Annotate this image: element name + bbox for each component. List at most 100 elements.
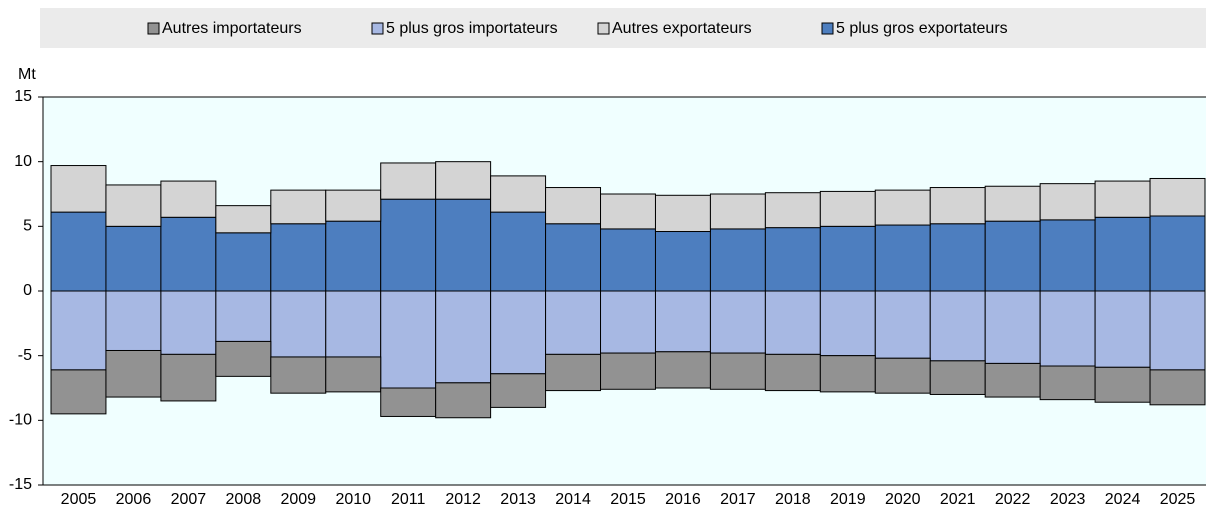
legend-swatch	[147, 22, 160, 35]
bar-segment	[490, 290, 547, 375]
x-tick-label: 2008	[226, 491, 262, 508]
bar-segment	[215, 290, 272, 342]
bar-segment	[270, 356, 327, 394]
bar-segment	[325, 220, 382, 292]
y-tick-label: 10	[14, 153, 32, 170]
bar-segment	[929, 360, 986, 395]
bar-segment	[270, 290, 327, 358]
bar-segment	[50, 369, 107, 415]
bar-segment	[1039, 183, 1096, 221]
y-unit: Mt	[18, 66, 36, 83]
x-tick-label: 2020	[885, 491, 921, 508]
y-tick-label: -15	[9, 476, 32, 493]
bar-segment	[215, 205, 272, 234]
bar-segment	[709, 228, 766, 292]
bar-segment	[105, 225, 162, 292]
bar-segment	[435, 382, 492, 419]
bar-segment	[984, 185, 1041, 222]
bar-segment	[105, 349, 162, 398]
legend-label: Autres exportateurs	[612, 20, 752, 37]
bar-segment	[874, 290, 931, 359]
bar-segment	[380, 162, 437, 200]
x-tick-label: 2022	[995, 491, 1031, 508]
bar-segment	[1094, 290, 1151, 368]
x-tick-label: 2014	[555, 491, 591, 508]
bar-segment	[435, 161, 492, 200]
bar-segment	[600, 290, 656, 354]
legend-swatch	[597, 22, 610, 35]
bar-segment	[545, 223, 602, 292]
bar-segment	[600, 193, 656, 230]
bar-segment	[1039, 365, 1096, 401]
x-tick-label: 2013	[500, 491, 536, 508]
y-tick-label: -10	[9, 412, 32, 429]
bar-segment	[545, 290, 602, 355]
bar-segment	[874, 357, 931, 394]
x-tick-label: 2009	[280, 491, 316, 508]
bar-segment	[819, 190, 876, 227]
bar-segment	[50, 165, 107, 213]
bar-segment	[545, 187, 602, 225]
bar-segment	[764, 353, 821, 392]
legend-label: 5 plus gros exportateurs	[836, 20, 1008, 37]
bar-segment	[50, 211, 107, 292]
x-tick-label: 2024	[1105, 491, 1141, 508]
legend-background	[40, 8, 1206, 48]
bar-segment	[929, 223, 986, 292]
bar-segment	[380, 387, 437, 417]
bar-segment	[325, 189, 382, 222]
bar-segment	[105, 290, 162, 351]
legend-swatch	[371, 22, 384, 35]
bar-segment	[490, 373, 547, 408]
x-tick-label: 2019	[830, 491, 866, 508]
bar-segment	[215, 232, 272, 292]
bar-segment	[764, 192, 821, 229]
y-tick-label: 15	[14, 88, 32, 105]
bar-segment	[380, 198, 437, 292]
bar-segment	[984, 220, 1041, 292]
bar-segment	[1094, 180, 1151, 218]
bar-segment	[50, 290, 107, 371]
bar-segment	[160, 290, 217, 355]
bar-segment	[709, 352, 766, 390]
bar-segment	[215, 340, 272, 377]
bar-segment	[325, 290, 382, 358]
bar-segment	[380, 290, 437, 389]
bar-segment	[600, 352, 656, 390]
bar-segment	[709, 290, 766, 354]
bar-segment	[764, 227, 821, 292]
bar-segment	[874, 189, 931, 226]
bar-segment	[1039, 290, 1096, 367]
bar-segment	[819, 225, 876, 292]
x-tick-label: 2005	[61, 491, 97, 508]
bar-segment	[1094, 216, 1151, 292]
y-tick-label: -5	[18, 347, 32, 364]
x-tick-label: 2018	[775, 491, 811, 508]
x-tick-label: 2023	[1050, 491, 1086, 508]
x-tick-label: 2017	[720, 491, 756, 508]
bar-segment	[654, 231, 711, 292]
bar-segment	[764, 290, 821, 355]
x-tick-label: 2006	[116, 491, 152, 508]
bar-segment	[1149, 290, 1206, 371]
bar-segment	[654, 194, 711, 233]
bar-segment	[270, 223, 327, 292]
x-tick-label: 2011	[391, 491, 426, 508]
bar-segment	[654, 351, 711, 389]
y-tick-label: 0	[23, 282, 32, 299]
x-tick-label: 2007	[171, 491, 207, 508]
bar-segment	[1149, 177, 1206, 217]
legend-label: 5 plus gros importateurs	[386, 20, 558, 37]
bar-segment	[160, 353, 217, 402]
bar-segment	[819, 355, 876, 393]
bar-segment	[160, 216, 217, 292]
bar-segment	[654, 290, 711, 353]
bar-segment	[1149, 369, 1206, 406]
x-tick-label: 2015	[610, 491, 646, 508]
y-tick-label: 5	[23, 218, 32, 235]
x-tick-label: 2012	[445, 491, 481, 508]
x-tick-label: 2021	[940, 491, 976, 508]
x-tick-label: 2010	[335, 491, 371, 508]
x-tick-label: 2025	[1160, 491, 1196, 508]
